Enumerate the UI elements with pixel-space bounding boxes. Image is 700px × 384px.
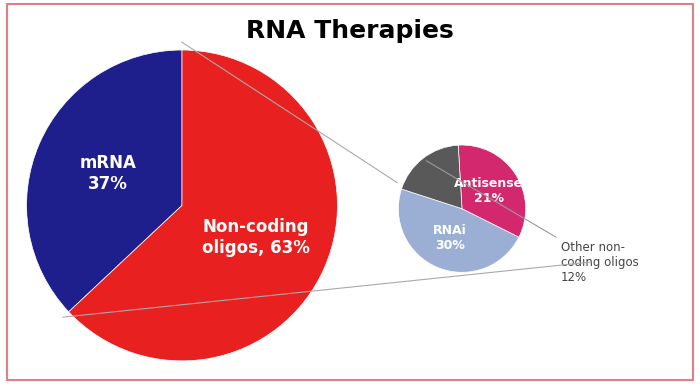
- Text: Antisense
21%: Antisense 21%: [454, 177, 523, 205]
- Wedge shape: [69, 50, 337, 361]
- Wedge shape: [398, 189, 519, 272]
- Text: RNA Therapies: RNA Therapies: [246, 19, 454, 43]
- Wedge shape: [27, 50, 182, 312]
- Text: mRNA
37%: mRNA 37%: [79, 154, 136, 193]
- Text: Non-coding
oligos, 63%: Non-coding oligos, 63%: [202, 218, 310, 257]
- Text: RNAi
30%: RNAi 30%: [433, 224, 467, 252]
- Wedge shape: [458, 145, 526, 237]
- Wedge shape: [402, 145, 462, 209]
- Text: Other non-
coding oligos
12%: Other non- coding oligos 12%: [426, 161, 638, 284]
